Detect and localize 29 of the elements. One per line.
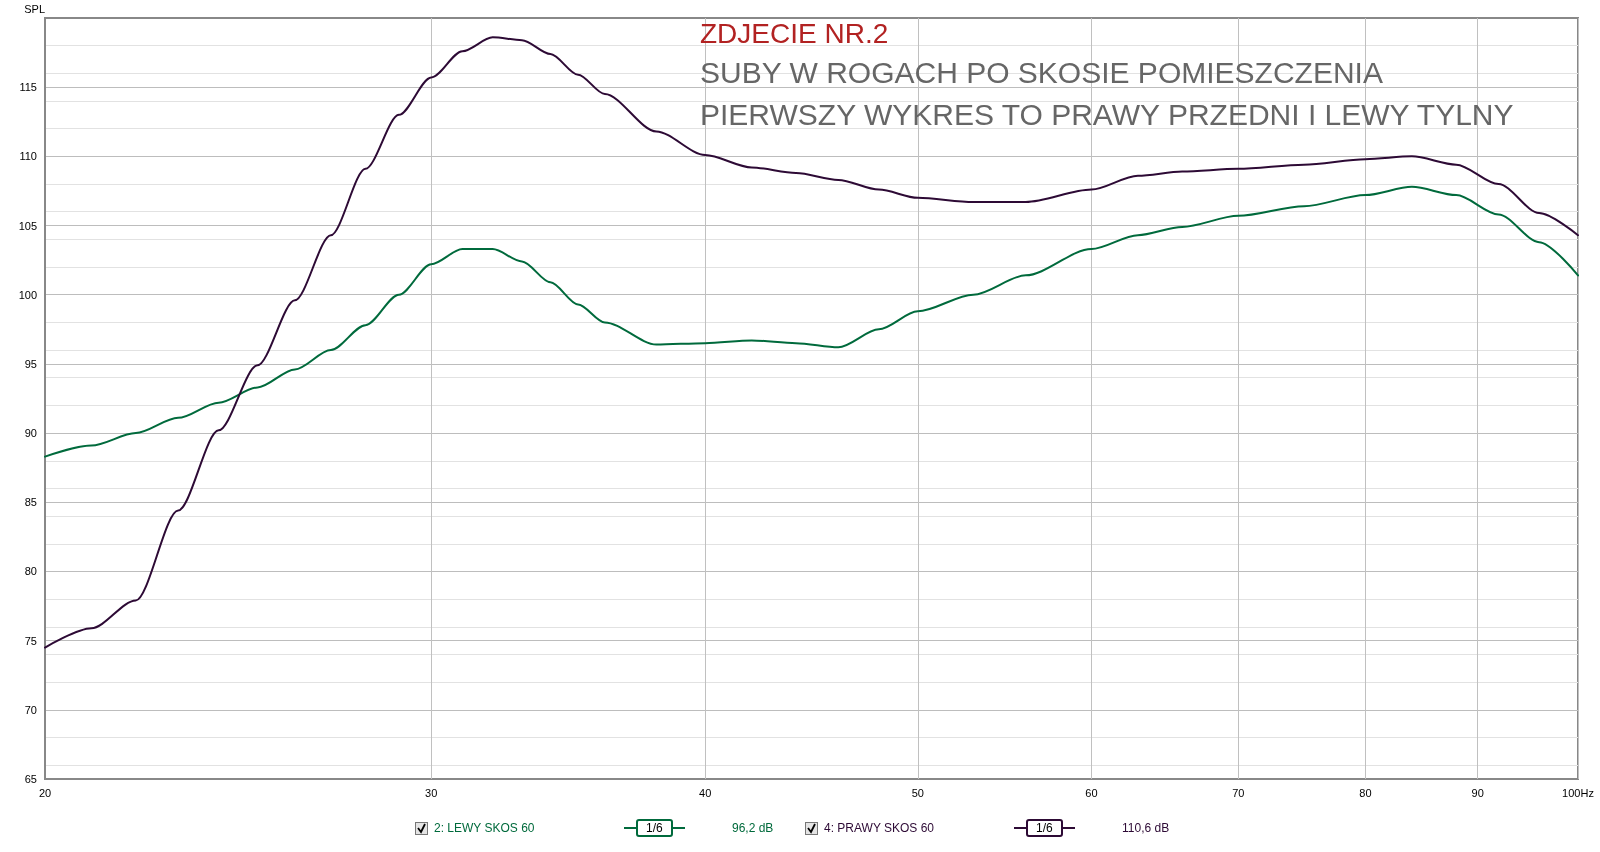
y-tick-label: 100 xyxy=(18,288,37,301)
x-tick-label: 80 xyxy=(1359,786,1372,799)
text: 1/6 xyxy=(1026,819,1063,837)
text: SUBY W ROGACH PO SKOSIE POMIESZCZENIA PIERWSZY WYKRES TO PRAWY PRZEDNI I LEWY TYLNY xyxy=(700,55,1514,131)
y-tick-label: 70 xyxy=(24,703,37,716)
x-tick-label: 30 xyxy=(425,786,438,799)
y-tick-label: 75 xyxy=(24,634,37,647)
y-tick-label: 65 xyxy=(24,773,37,785)
text: 110,6 dB xyxy=(1122,821,1170,835)
chart-title: ZDJECIE NR.2 xyxy=(700,17,889,49)
y-tick-label: 85 xyxy=(24,496,37,509)
x-tick-label: 90 xyxy=(1471,786,1484,799)
x-tick-label: 60 xyxy=(1085,786,1098,799)
x-tick-label: 100Hz xyxy=(1562,786,1594,799)
y-axis-title: SPL xyxy=(24,2,45,15)
y-tick-label: 80 xyxy=(24,565,37,578)
x-tick-label: 40 xyxy=(699,786,712,799)
text: 96,2 dB xyxy=(732,821,774,835)
y-tick-label: 90 xyxy=(24,427,37,440)
text: 4: PRAWY SKOS 60 xyxy=(824,821,936,835)
x-tick-label: 70 xyxy=(1232,786,1245,799)
text: 1/6 xyxy=(636,819,673,837)
y-tick-label: 95 xyxy=(24,357,37,370)
y-tick-label: 105 xyxy=(18,219,37,232)
text: 2: LEWY SKOS 60 xyxy=(434,821,536,835)
y-tick-label: 115 xyxy=(19,81,37,94)
x-tick-label: 20 xyxy=(38,786,52,799)
y-tick-label: 110 xyxy=(19,150,37,163)
x-tick-label: 50 xyxy=(911,786,924,799)
